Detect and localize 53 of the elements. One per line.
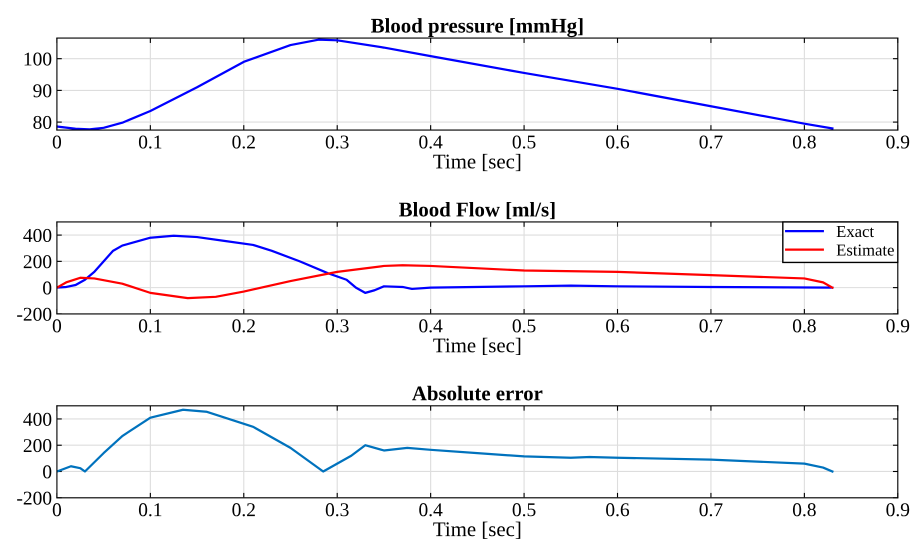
chart-title: Blood Flow [ml/s] bbox=[399, 202, 555, 220]
y-tick-label: 400 bbox=[23, 412, 52, 426]
y-tick-label: 400 bbox=[23, 228, 52, 242]
x-tick-label: 0.7 bbox=[700, 503, 723, 516]
x-tick-label: 0 bbox=[52, 135, 62, 149]
line-series bbox=[56, 264, 834, 300]
y-tick-label: 100 bbox=[24, 52, 52, 66]
line-series bbox=[56, 234, 834, 294]
chart-title: Absolute error bbox=[412, 386, 542, 401]
x-tick-label: 0.8 bbox=[792, 135, 816, 149]
x-tick-label: 0.4 bbox=[419, 503, 442, 516]
x-tick-label: 0.2 bbox=[232, 319, 255, 333]
x-tick-label: 0.4 bbox=[419, 135, 442, 149]
y-tick-label: -200 bbox=[17, 308, 52, 321]
legend-label: Estimate bbox=[836, 244, 894, 256]
x-axis-title: Time [sec] bbox=[433, 522, 520, 539]
y-tick-label: 80 bbox=[33, 116, 52, 130]
line-series bbox=[56, 38, 834, 130]
x-tick-label: 0.1 bbox=[138, 503, 162, 516]
x-tick-label: 0.5 bbox=[512, 319, 536, 333]
x-tick-label: 0.7 bbox=[700, 319, 723, 333]
x-tick-label: 0.9 bbox=[886, 503, 910, 516]
x-tick-label: 0.3 bbox=[326, 319, 349, 333]
x-tick-label: 0.5 bbox=[512, 503, 536, 516]
y-tick-label: -200 bbox=[17, 492, 52, 505]
chart-title: Blood pressure [mmHg] bbox=[371, 18, 582, 38]
x-tick-label: 0.6 bbox=[606, 319, 630, 333]
x-tick-label: 0.1 bbox=[138, 319, 162, 333]
y-tick-label: 0 bbox=[43, 465, 52, 478]
x-tick-label: 0.8 bbox=[792, 503, 816, 516]
x-tick-label: 0.6 bbox=[606, 135, 630, 149]
x-tick-label: 0.3 bbox=[326, 503, 349, 516]
y-tick-label: 0 bbox=[43, 281, 52, 295]
x-axis-title: Time [sec] bbox=[433, 154, 520, 172]
y-tick-label: 90 bbox=[33, 84, 52, 98]
x-tick-label: 0.9 bbox=[886, 319, 910, 333]
x-tick-label: 0 bbox=[52, 319, 62, 332]
x-tick-label: 0.7 bbox=[700, 135, 723, 149]
line-series bbox=[56, 408, 834, 473]
x-tick-label: 0.6 bbox=[606, 503, 630, 516]
x-axis-title: Time [sec] bbox=[433, 338, 520, 356]
x-tick-label: 0.9 bbox=[886, 135, 910, 149]
y-tick-label: 200 bbox=[24, 439, 52, 452]
x-tick-label: 0.4 bbox=[419, 319, 442, 333]
x-tick-label: 0.2 bbox=[232, 135, 255, 149]
x-tick-label: 0.8 bbox=[792, 319, 816, 333]
legend-label: Exact bbox=[836, 226, 874, 238]
y-tick-label: 200 bbox=[24, 255, 52, 268]
x-tick-label: 0.1 bbox=[138, 135, 162, 149]
x-tick-label: 0.5 bbox=[512, 135, 536, 149]
x-tick-label: 0.2 bbox=[232, 503, 255, 516]
x-tick-label: 0.3 bbox=[326, 135, 349, 149]
x-tick-label: 0 bbox=[52, 503, 62, 516]
